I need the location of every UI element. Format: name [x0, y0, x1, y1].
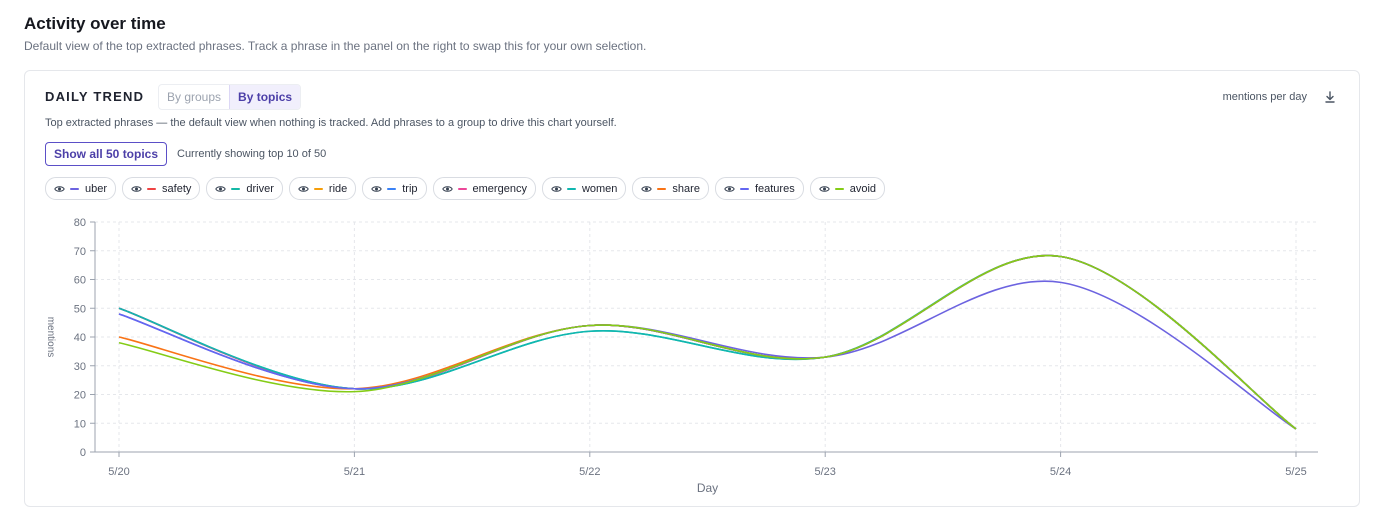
daily-trend-card: DAILY TREND By groups By topics mentions… — [24, 70, 1360, 507]
y-tick-label: 50 — [74, 303, 86, 315]
x-tick-label: 5/24 — [1050, 466, 1071, 478]
card-description: Top extracted phrases — the default view… — [45, 117, 617, 129]
show-all-topics-button[interactable]: Show all 50 topics — [45, 142, 168, 166]
eye-icon — [371, 185, 383, 192]
legend-label: ride — [328, 182, 348, 195]
by-groups-tab[interactable]: By groups — [167, 90, 222, 104]
view-toggle: By groups By topics — [158, 84, 302, 110]
y-tick-label: 30 — [74, 361, 86, 373]
by-topics-tab[interactable]: By topics — [229, 85, 301, 109]
y-tick-label: 70 — [74, 246, 86, 258]
legend-label: share — [672, 182, 700, 195]
eye-icon — [818, 185, 830, 192]
y-tick-label: 80 — [74, 217, 86, 229]
legend-swatch — [231, 187, 241, 190]
x-tick-label: 5/22 — [579, 466, 600, 478]
legend-swatch — [739, 187, 749, 190]
legend-chip-emergency[interactable]: emergency — [432, 177, 536, 200]
eye-icon — [215, 185, 227, 192]
x-tick-label: 5/21 — [344, 466, 365, 478]
y-tick-label: 60 — [74, 275, 86, 287]
legend-chips: uber safety driver ride trip emergency women sh… — [45, 177, 885, 200]
legend-chip-women[interactable]: women — [541, 177, 627, 200]
series-line-avoid — [118, 254, 1297, 430]
legend-chip-uber[interactable]: uber — [45, 177, 117, 200]
x-tick-label: 5/23 — [814, 466, 835, 478]
legend-chip-ride[interactable]: ride — [288, 177, 357, 200]
legend-label: driver — [246, 182, 274, 195]
legend-label: uber — [85, 182, 108, 195]
legend-chip-features[interactable]: features — [714, 177, 804, 200]
section-title: Activity over time — [24, 14, 166, 33]
legend-swatch — [70, 187, 79, 190]
legend-chip-share[interactable]: share — [632, 177, 709, 200]
legend-chip-trip[interactable]: trip — [362, 177, 427, 200]
legend-label: safety — [162, 182, 192, 195]
legend-swatch — [147, 187, 157, 190]
legend-swatch — [457, 187, 467, 190]
legend-swatch — [313, 187, 323, 190]
legend-label: features — [754, 182, 795, 195]
y-tick-label: 10 — [74, 418, 86, 430]
eye-icon — [298, 185, 309, 192]
x-tick-label: 5/25 — [1285, 466, 1306, 478]
legend-swatch — [657, 187, 667, 190]
eye-icon — [441, 185, 453, 192]
eye-icon — [724, 185, 735, 192]
series-line-uber — [118, 280, 1297, 430]
unit-label: mentions per day — [1222, 91, 1307, 103]
x-axis-title: Day — [697, 481, 718, 495]
legend-label: avoid — [849, 182, 876, 195]
legend-label: women — [581, 182, 618, 195]
legend-chip-driver[interactable]: driver — [206, 177, 283, 200]
legend-swatch — [834, 187, 844, 190]
eye-icon — [551, 185, 562, 192]
section-subtitle: Default view of the top extracted phrase… — [24, 39, 647, 53]
download-icon[interactable] — [1323, 90, 1337, 104]
legend-chip-safety[interactable]: safety — [122, 177, 201, 200]
x-tick-label: 5/20 — [108, 466, 129, 478]
y-tick-label: 0 — [80, 447, 86, 459]
eye-icon — [131, 185, 142, 192]
y-tick-label: 40 — [74, 332, 86, 344]
legend-swatch — [566, 187, 576, 190]
y-tick-label: 20 — [74, 390, 86, 402]
legend-label: emergency — [472, 182, 527, 195]
y-axis-title: mentions — [45, 317, 56, 358]
eye-icon — [54, 185, 65, 192]
eye-icon — [641, 185, 653, 192]
card-title: DAILY TREND — [45, 89, 145, 104]
legend-label: trip — [402, 182, 418, 195]
legend-swatch — [387, 187, 397, 190]
showing-count-text: Currently showing top 10 of 50 — [177, 148, 327, 160]
legend-chip-avoid[interactable]: avoid — [809, 177, 885, 200]
